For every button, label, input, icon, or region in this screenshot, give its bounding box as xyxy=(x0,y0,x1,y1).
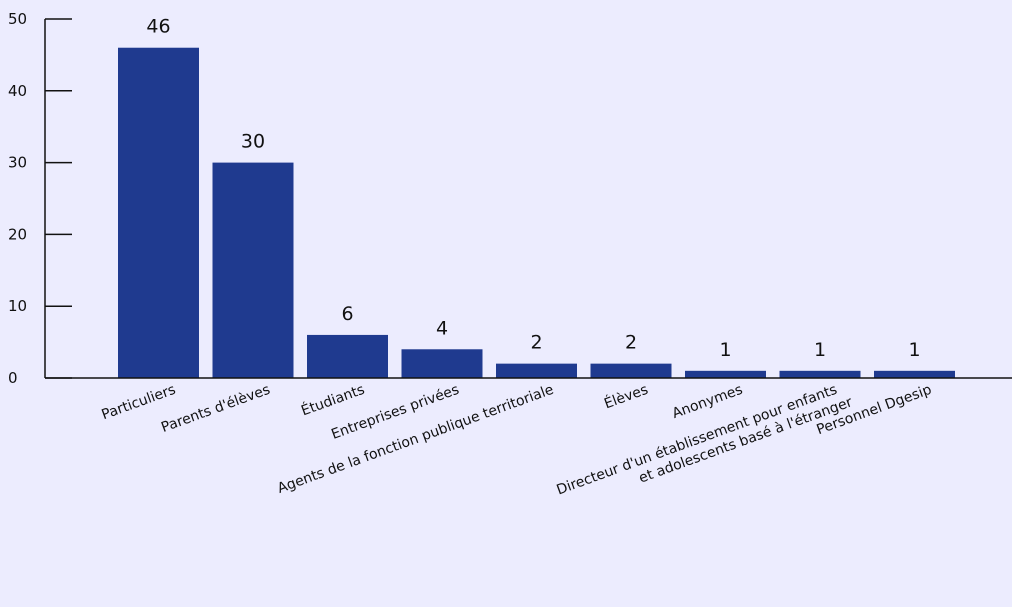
data-label: 30 xyxy=(241,131,265,153)
y-tick-label: 40 xyxy=(8,82,27,100)
category-label: Étudiants xyxy=(299,381,367,420)
bar xyxy=(307,334,388,378)
y-tick-label: 50 xyxy=(8,10,27,28)
data-label: 1 xyxy=(908,339,920,361)
category-label: Parents d'élèves xyxy=(159,382,272,436)
bars xyxy=(118,47,955,378)
data-label: 4 xyxy=(436,317,448,339)
data-labels: 46 30 6 4 2 2 1 1 1 xyxy=(146,16,920,361)
bar xyxy=(496,363,577,378)
y-axis: 0 10 20 30 40 50 xyxy=(8,10,72,387)
category-label-line: Élèves xyxy=(602,381,651,413)
y-tick-label: 20 xyxy=(8,225,27,243)
category-label: Anonymes xyxy=(670,382,745,422)
y-tick-label: 0 xyxy=(8,369,18,387)
bar xyxy=(590,363,672,378)
bar xyxy=(779,370,861,378)
data-label: 2 xyxy=(625,332,637,354)
category-label-line: Anonymes xyxy=(670,382,745,422)
category-label-line: Particuliers xyxy=(100,382,178,424)
data-label: 1 xyxy=(814,339,826,361)
bar xyxy=(118,47,199,378)
y-tick-label: 30 xyxy=(8,154,27,172)
bar xyxy=(401,349,483,378)
data-label: 46 xyxy=(146,16,170,38)
bar xyxy=(212,162,294,378)
data-label: 2 xyxy=(530,332,542,354)
y-tick-label: 10 xyxy=(8,297,27,315)
category-label-line: et adolescents basé à l'étranger xyxy=(637,394,855,486)
data-label: 1 xyxy=(719,339,731,361)
category-label: Particuliers xyxy=(100,382,178,424)
data-label: 6 xyxy=(341,303,353,325)
category-label: Élèves xyxy=(602,381,651,413)
category-label-line: Étudiants xyxy=(299,381,367,420)
bar xyxy=(874,370,955,378)
bar xyxy=(685,370,766,378)
category-label-line: Parents d'élèves xyxy=(159,382,272,436)
